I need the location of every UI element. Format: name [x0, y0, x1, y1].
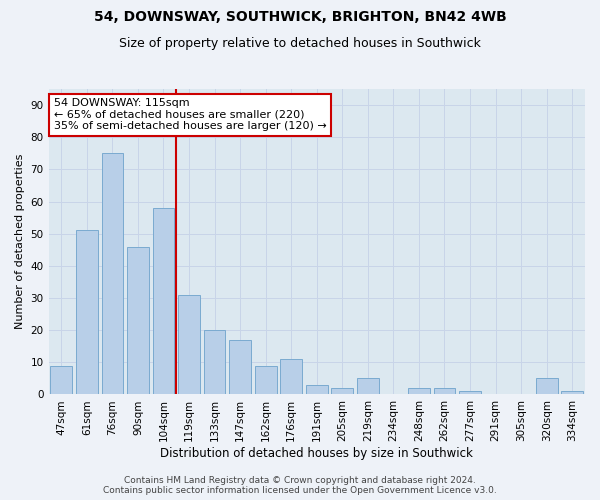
Text: Size of property relative to detached houses in Southwick: Size of property relative to detached ho…: [119, 38, 481, 51]
Bar: [76, 230, 98, 394]
Text: 54, DOWNSWAY, SOUTHWICK, BRIGHTON, BN42 4WB: 54, DOWNSWAY, SOUTHWICK, BRIGHTON, BN42 …: [94, 10, 506, 24]
Bar: [536, 378, 557, 394]
Bar: [178, 295, 200, 394]
Bar: [280, 359, 302, 394]
Bar: [127, 246, 149, 394]
Y-axis label: Number of detached properties: Number of detached properties: [15, 154, 25, 330]
Bar: [434, 388, 455, 394]
Text: Contains HM Land Registry data © Crown copyright and database right 2024.
Contai: Contains HM Land Registry data © Crown c…: [103, 476, 497, 495]
Bar: [459, 391, 481, 394]
Bar: [50, 366, 72, 394]
Bar: [255, 366, 277, 394]
Bar: [229, 340, 251, 394]
Bar: [331, 388, 353, 394]
Bar: [357, 378, 379, 394]
Bar: [204, 330, 226, 394]
Bar: [101, 154, 123, 394]
Bar: [408, 388, 430, 394]
X-axis label: Distribution of detached houses by size in Southwick: Distribution of detached houses by size …: [160, 447, 473, 460]
Text: 54 DOWNSWAY: 115sqm
← 65% of detached houses are smaller (220)
35% of semi-detac: 54 DOWNSWAY: 115sqm ← 65% of detached ho…: [54, 98, 326, 132]
Bar: [152, 208, 175, 394]
Bar: [562, 391, 583, 394]
Bar: [306, 385, 328, 394]
